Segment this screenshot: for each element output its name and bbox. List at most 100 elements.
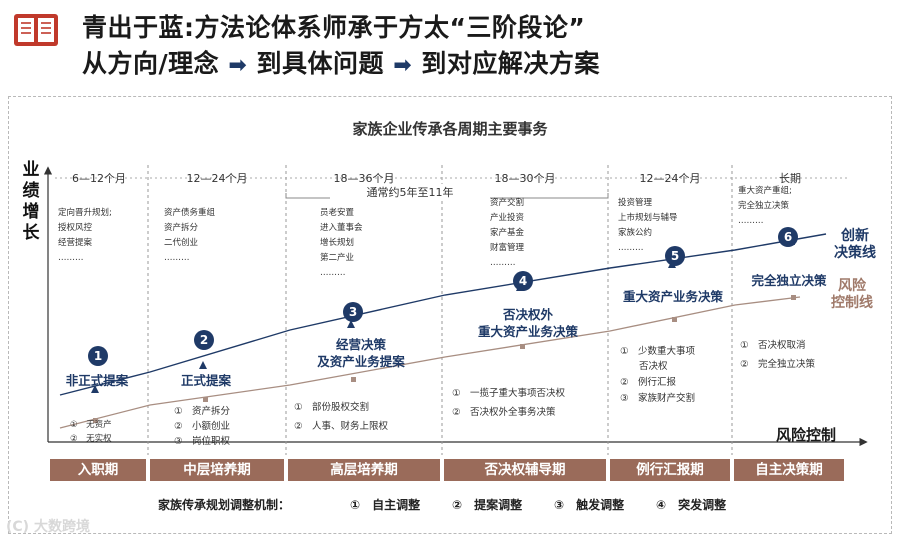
milestone-label-5: 重大资产业务决策: [622, 289, 723, 304]
lower-items-4: ① 一揽子重大事项否决权 ② 否决权外全事务决策: [452, 384, 565, 422]
list-item: ② 人事、财务上限权: [294, 421, 389, 432]
list-item: ………: [618, 243, 644, 253]
header-part-1: 从方向/理念: [82, 49, 220, 78]
header-line-2: 从方向/理念 ➡ 到具体问题 ➡ 到对应解决方案: [82, 44, 600, 80]
list-item: ………: [490, 258, 516, 268]
arrow-right-icon: ➡: [393, 53, 413, 78]
lower-items-5: ① 少数重大事项 否决权 ② 例行汇报 ③ 家族财产交割: [620, 344, 695, 406]
phase-bar-3: 高层培养期: [288, 459, 440, 481]
innovation-decision-line: [59, 233, 827, 396]
list-item: ③ 家族财产交割: [620, 393, 696, 404]
phase-items-1: 定向晋升规划; 授权风控 经营提案 ………: [58, 206, 112, 266]
list-item: 家产基金: [490, 228, 525, 238]
mechanism-item-1: ① 自主调整: [350, 498, 421, 512]
milestone-label-3: 经营决策 及资产业务提案: [317, 337, 405, 369]
list-item: ② 否决权外全事务决策: [452, 407, 556, 418]
diagram-frame: [8, 96, 892, 534]
list-item: ② 例行汇报: [620, 377, 677, 388]
milestone-circle-3: 3: [343, 302, 363, 322]
period-5: 12—24个月: [639, 172, 701, 185]
list-item: ………: [738, 216, 764, 226]
list-item: 定向晋升规划;: [58, 208, 112, 218]
period-separators: [147, 165, 733, 455]
period-2: 12—24个月: [186, 172, 248, 185]
list-item: 员老安置: [320, 208, 355, 218]
phase-bar-6: 自主决策期: [734, 459, 844, 481]
list-item: ① 少数重大事项 否决权: [620, 346, 696, 372]
milestone-circle-6: 6: [778, 227, 798, 247]
header-part-2: 到具体问题: [256, 49, 385, 78]
list-item: 资产交割: [490, 198, 525, 208]
milestone-label-6: 完全独立决策: [751, 273, 827, 288]
milestone-circle-5: 5: [665, 246, 685, 266]
list-item: ③ 岗位职权: [174, 436, 231, 447]
list-item: 完全独立决策: [738, 201, 790, 211]
list-item: ① 无资产: [70, 420, 112, 430]
list-item: 第二产业: [320, 253, 355, 263]
phase-bar-1: 入职期: [50, 459, 146, 481]
y-label-char: 长: [22, 223, 40, 243]
arrow-right-icon: ➡: [228, 53, 248, 78]
book-icon: [14, 14, 58, 46]
lower-items-6: ① 否决权取消 ② 完全独立决策: [740, 336, 815, 374]
x-axis-label: 风险控制: [776, 426, 837, 444]
period-4: 18—30个月: [494, 172, 556, 185]
header-line-1: 青出于蓝:方法论体系师承于方太“三阶段论”: [82, 13, 586, 42]
list-item: ………: [164, 253, 190, 263]
list-item: ② 完全独立决策: [740, 359, 816, 370]
list-item: ① 否决权取消: [740, 340, 806, 351]
mechanism-item-4: ④ 突发调整: [656, 498, 727, 512]
lower-items-2: ① 资产拆分 ② 小额创业 ③ 岗位职权: [174, 404, 230, 449]
milestone-circle-2: 2: [194, 330, 214, 350]
y-label-char: 业: [22, 160, 40, 180]
list-item: ………: [320, 268, 346, 278]
list-item: ② 小额创业: [174, 421, 231, 432]
diagram-title: 家族企业传承各周期主要事务: [352, 120, 548, 138]
mechanism-item-3: ③ 触发调整: [554, 498, 625, 512]
period-1: 6—12个月: [72, 172, 126, 185]
list-item: 进入董事会: [320, 223, 363, 233]
list-item: ① 资产拆分: [174, 406, 231, 417]
list-item: 产业投资: [490, 213, 525, 223]
milestone-label-2: 正式提案: [180, 373, 231, 388]
risk-line-label: 风险 控制线: [831, 278, 873, 311]
y-label-char: 绩: [22, 181, 40, 201]
period-6: 长期: [779, 172, 801, 185]
milestone-label-1: 非正式提案: [65, 373, 129, 388]
lower-items-1: ① 无资产 ② 无实权: [70, 418, 112, 446]
y-label-char: 增: [22, 202, 40, 222]
lower-items-3: ① 部份股权交割 ② 人事、财务上限权: [294, 398, 388, 436]
phase-items-3: 员老安置 进入董事会 增长规划 第二产业 ………: [320, 206, 363, 281]
phase-bar-2: 中层培养期: [150, 459, 284, 481]
list-item: 经营提案: [58, 238, 93, 248]
list-item: 上市规划与辅导: [618, 213, 678, 223]
list-item: ① 部份股权交割: [294, 402, 370, 413]
list-item: 重大资产重组;: [738, 186, 792, 196]
milestone-circle-1: 1: [88, 346, 108, 366]
list-item: 财富管理: [490, 243, 525, 253]
list-item: 家族公约: [618, 228, 653, 238]
risk-control-line: [59, 296, 801, 429]
list-item: 二代创业: [164, 238, 199, 248]
phase-items-4: 资产交割 产业投资 家产基金 财富管理 ………: [490, 196, 524, 271]
period-3: 18—36个月: [333, 172, 395, 185]
mechanism-item-2: ② 提案调整: [452, 498, 523, 512]
list-item: 授权风控: [58, 223, 93, 233]
phase-bar-5: 例行汇报期: [610, 459, 730, 481]
phase-items-2: 资产债务重组 资产拆分 二代创业 ………: [164, 206, 215, 266]
innovation-line-label: 创新 决策线: [834, 228, 876, 261]
phase-items-6: 重大资产重组; 完全独立决策 ………: [738, 184, 792, 229]
list-item: 资产债务重组: [164, 208, 216, 218]
list-item: ① 一揽子重大事项否决权: [452, 388, 566, 399]
phase-items-5: 投资管理 上市规划与辅导 家族公约 ………: [618, 196, 678, 256]
risk-line-markers: [93, 295, 796, 423]
watermark: (C) 大数跨境: [6, 519, 90, 535]
milestone-circle-4: 4: [513, 271, 533, 291]
list-item: 增长规划: [320, 238, 355, 248]
list-item: 投资管理: [618, 198, 653, 208]
header-part-3: 到对应解决方案: [421, 49, 600, 78]
list-item: 资产拆分: [164, 223, 199, 233]
list-item: ………: [58, 253, 84, 263]
y-axis-label: 业 绩 增 长: [20, 160, 42, 244]
list-item: ② 无实权: [70, 434, 112, 444]
